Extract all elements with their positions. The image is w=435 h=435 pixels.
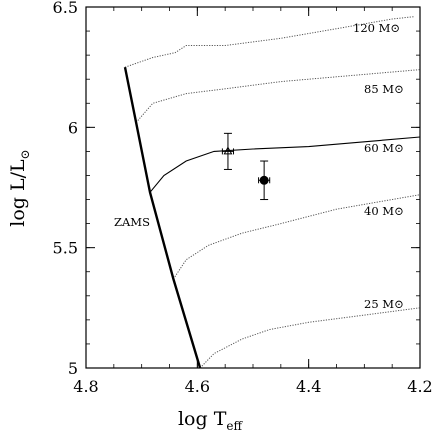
- x-axis-label: log Teff: [178, 408, 243, 433]
- y-tick-label: 6.5: [53, 0, 78, 17]
- x-axis-label-sub: eff: [226, 419, 243, 433]
- filled-circle-marker: [259, 175, 269, 185]
- y-axis-label: log L/L⊙: [7, 149, 32, 226]
- track-60-msun-label: 60 M⊙: [364, 141, 404, 155]
- track-40-msun-line: [172, 194, 421, 280]
- zams-label: ZAMS: [114, 215, 150, 229]
- track-25-msun-line: [199, 307, 421, 369]
- evolutionary-tracks: [124, 16, 421, 369]
- track-120-msun-line: [124, 16, 415, 68]
- y-tick-label: 6: [68, 118, 78, 137]
- y-tick-label: 5.5: [53, 239, 78, 258]
- observed-stars: [221, 132, 271, 201]
- observed-star-1: [221, 132, 235, 170]
- open-triangle-marker: [223, 146, 233, 155]
- track-120-msun-label: 120 M⊙: [353, 21, 400, 35]
- x-tick-label: 4.4: [296, 377, 321, 396]
- plot-frame: [85, 6, 421, 369]
- track-85-msun-label: 85 M⊙: [364, 82, 404, 96]
- x-tick-label: 4.8: [73, 377, 98, 396]
- zams-line: [123, 66, 202, 369]
- track-85-msun-line: [135, 69, 421, 123]
- observed-star-2: [258, 160, 271, 201]
- x-tick-label: 4.6: [185, 377, 210, 396]
- x-tick-label: 4.2: [407, 377, 432, 396]
- axis-ticks: [85, 6, 421, 369]
- x-axis-label-main: log T: [178, 408, 227, 430]
- track-25-msun-label: 25 M⊙: [364, 297, 404, 311]
- track-40-msun-label: 40 M⊙: [364, 204, 404, 218]
- y-axis-label-sub: ⊙: [18, 149, 32, 159]
- y-axis-label-main: log L/L: [7, 159, 29, 227]
- y-tick-label: 5: [68, 359, 78, 378]
